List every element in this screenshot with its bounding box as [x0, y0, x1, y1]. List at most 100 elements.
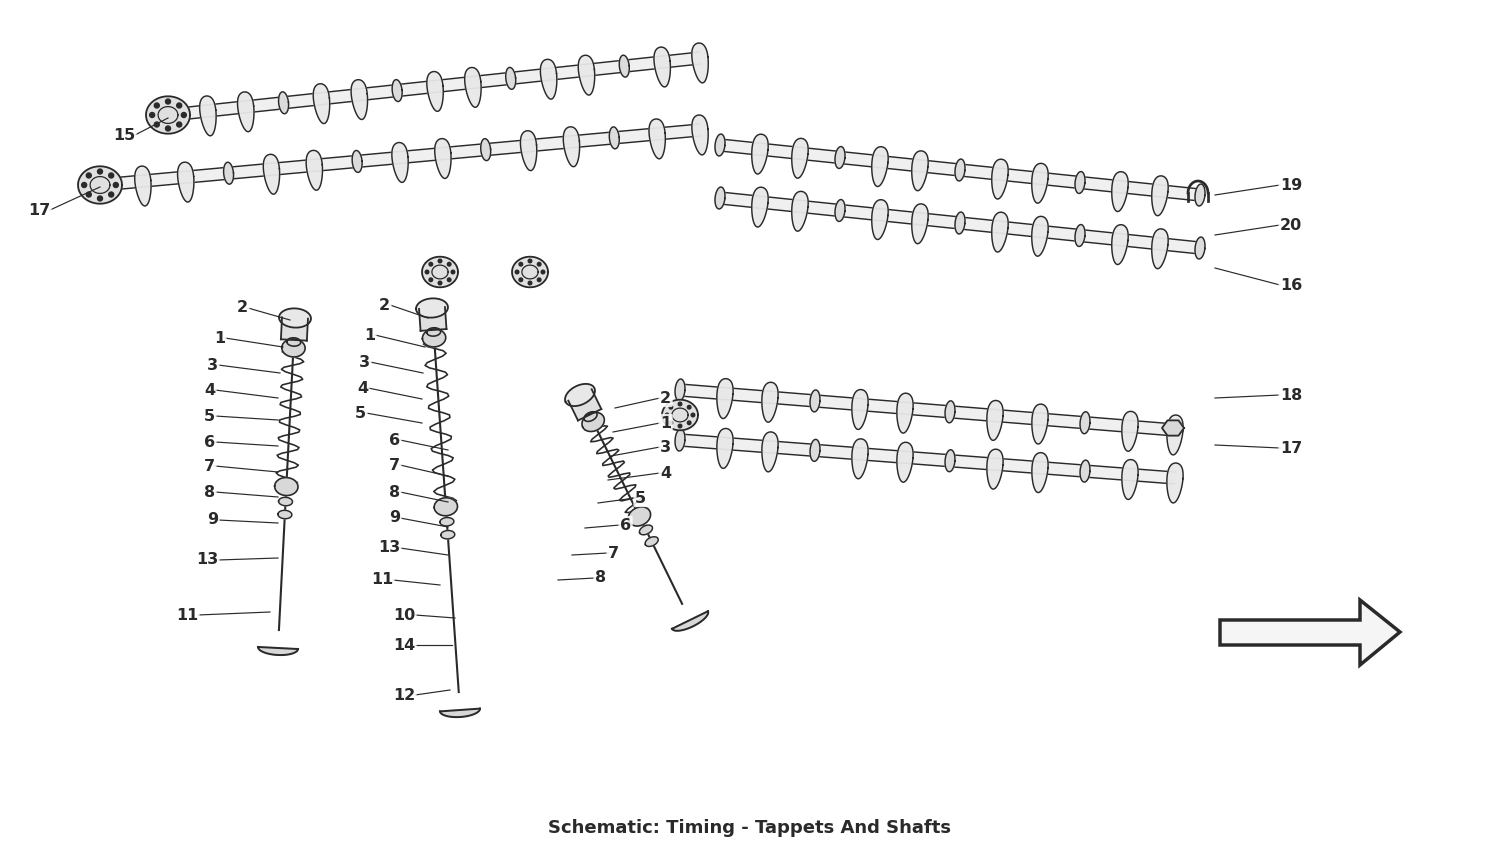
Polygon shape	[1032, 163, 1048, 203]
Circle shape	[438, 281, 442, 284]
Polygon shape	[433, 498, 457, 516]
Text: 7: 7	[608, 546, 619, 560]
Polygon shape	[1032, 453, 1048, 492]
Polygon shape	[427, 71, 444, 111]
Polygon shape	[419, 307, 447, 331]
Text: 2: 2	[380, 297, 390, 312]
Circle shape	[177, 103, 182, 108]
Polygon shape	[956, 212, 964, 234]
Circle shape	[438, 259, 442, 263]
Polygon shape	[426, 328, 441, 336]
Text: 1: 1	[364, 328, 375, 342]
Polygon shape	[278, 510, 292, 519]
Polygon shape	[956, 159, 964, 181]
Polygon shape	[282, 339, 304, 357]
Polygon shape	[435, 138, 451, 178]
Polygon shape	[351, 80, 368, 120]
Polygon shape	[279, 498, 292, 506]
Circle shape	[664, 413, 669, 417]
Polygon shape	[392, 80, 402, 102]
Circle shape	[98, 196, 102, 201]
Circle shape	[447, 262, 452, 266]
Polygon shape	[465, 67, 482, 107]
Polygon shape	[639, 525, 652, 535]
Polygon shape	[752, 188, 768, 227]
Circle shape	[447, 278, 452, 282]
Polygon shape	[654, 48, 670, 87]
Polygon shape	[852, 439, 868, 479]
Polygon shape	[441, 531, 454, 539]
Polygon shape	[810, 390, 820, 412]
Polygon shape	[279, 92, 288, 114]
Polygon shape	[717, 429, 734, 469]
Polygon shape	[1112, 171, 1128, 211]
Polygon shape	[1076, 224, 1084, 246]
Polygon shape	[675, 429, 686, 451]
Circle shape	[150, 113, 154, 117]
Polygon shape	[609, 127, 619, 149]
Circle shape	[537, 262, 542, 266]
Polygon shape	[1220, 600, 1400, 665]
Circle shape	[424, 270, 429, 273]
Text: 17: 17	[27, 203, 50, 217]
Polygon shape	[258, 647, 299, 655]
Circle shape	[519, 262, 522, 266]
Polygon shape	[237, 92, 254, 132]
Polygon shape	[992, 212, 1008, 252]
Polygon shape	[945, 401, 956, 423]
Polygon shape	[566, 384, 596, 406]
Circle shape	[687, 421, 692, 424]
Polygon shape	[680, 384, 1176, 436]
Polygon shape	[422, 256, 458, 287]
Polygon shape	[512, 256, 548, 287]
Polygon shape	[752, 134, 768, 174]
Polygon shape	[992, 160, 1008, 199]
Polygon shape	[945, 450, 956, 472]
Polygon shape	[1162, 420, 1184, 436]
Polygon shape	[717, 379, 734, 419]
Polygon shape	[480, 138, 490, 160]
Polygon shape	[720, 192, 1200, 254]
Polygon shape	[672, 611, 708, 631]
Polygon shape	[146, 96, 190, 133]
Circle shape	[154, 103, 159, 108]
Polygon shape	[762, 382, 778, 422]
Polygon shape	[675, 379, 686, 401]
Text: 7: 7	[388, 458, 400, 473]
Polygon shape	[314, 84, 330, 123]
Text: 20: 20	[1280, 217, 1302, 233]
Circle shape	[429, 278, 432, 282]
Text: 14: 14	[393, 638, 416, 653]
Text: 3: 3	[207, 357, 218, 373]
Polygon shape	[520, 131, 537, 171]
Circle shape	[165, 126, 171, 131]
Polygon shape	[568, 390, 602, 420]
Circle shape	[114, 183, 118, 188]
Circle shape	[108, 173, 114, 178]
Polygon shape	[94, 174, 105, 196]
Text: 3: 3	[358, 355, 370, 369]
Polygon shape	[852, 390, 868, 430]
Circle shape	[154, 122, 159, 127]
Text: 17: 17	[1280, 441, 1302, 456]
Text: 7: 7	[204, 458, 214, 474]
Polygon shape	[692, 43, 708, 83]
Polygon shape	[650, 119, 666, 159]
Circle shape	[687, 406, 692, 409]
Polygon shape	[1152, 176, 1168, 216]
Circle shape	[182, 113, 186, 117]
Circle shape	[519, 278, 522, 282]
Polygon shape	[280, 318, 308, 340]
Text: 6: 6	[620, 518, 632, 532]
Circle shape	[528, 259, 532, 263]
Polygon shape	[1032, 216, 1048, 256]
Text: 9: 9	[207, 513, 218, 527]
Polygon shape	[264, 155, 279, 194]
Circle shape	[542, 270, 544, 273]
Polygon shape	[987, 401, 1004, 441]
Polygon shape	[1196, 237, 1204, 259]
Polygon shape	[836, 200, 844, 222]
Circle shape	[669, 421, 672, 424]
Polygon shape	[200, 96, 216, 136]
Text: 18: 18	[1280, 387, 1302, 402]
